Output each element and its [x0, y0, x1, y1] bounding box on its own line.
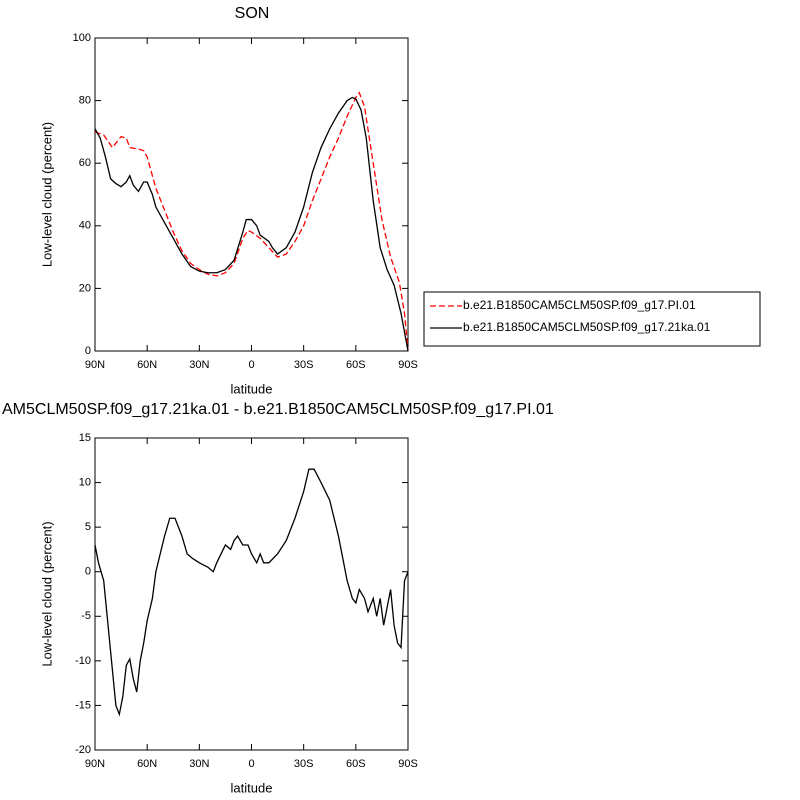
data-line — [94, 96, 409, 352]
y-axis-label: Low-level cloud (percent) — [39, 122, 54, 267]
x-tick-label: 90S — [398, 359, 418, 371]
x-tick-label: 90S — [398, 758, 418, 770]
y-tick-label: 20 — [79, 282, 91, 294]
legend-label: b.e21.B1850CAM5CLM50SP.f09_g17.PI.01 — [463, 298, 696, 312]
y-tick-label: -5 — [81, 610, 91, 622]
chart-title: SON — [235, 5, 270, 22]
x-tick-label: 60S — [346, 359, 366, 371]
x-tick-label: 60N — [137, 359, 157, 371]
y-tick-label: 0 — [85, 345, 91, 357]
x-tick-label: 0 — [248, 359, 254, 371]
x-tick-label: 90N — [85, 758, 105, 770]
y-tick-label: 10 — [79, 476, 91, 488]
x-tick-label: 30S — [294, 359, 314, 371]
x-tick-label: 30N — [189, 359, 209, 371]
y-tick-label: -10 — [75, 655, 91, 667]
plot-frame — [94, 437, 409, 751]
y-tick-label: 0 — [85, 566, 91, 578]
x-tick-label: 0 — [248, 758, 254, 770]
x-tick-label: 60N — [137, 758, 157, 770]
y-tick-label: 40 — [79, 220, 91, 232]
data-line — [94, 91, 409, 352]
y-tick-label: 80 — [79, 95, 91, 107]
y-tick-label: 15 — [79, 432, 91, 444]
chart-title: AM5CLM50SP.f09_g17.21ka.01 - b.e21.B1850… — [2, 401, 554, 418]
x-tick-label: 60S — [346, 758, 366, 770]
x-tick-label: 90N — [85, 359, 105, 371]
data-line — [94, 468, 409, 717]
y-tick-label: -20 — [75, 744, 91, 756]
y-tick-label: 5 — [85, 521, 91, 533]
x-axis-label: latitude — [231, 780, 273, 795]
x-tick-label: 30N — [189, 758, 209, 770]
y-axis-label: Low-level cloud (percent) — [39, 521, 54, 666]
y-tick-label: -15 — [75, 699, 91, 711]
y-tick-label: 60 — [79, 157, 91, 169]
legend-label: b.e21.B1850CAM5CLM50SP.f09_g17.21ka.01 — [463, 320, 711, 334]
x-axis-label: latitude — [231, 381, 273, 396]
plot-frame — [94, 37, 409, 352]
legend-box — [423, 291, 761, 347]
x-tick-label: 30S — [294, 758, 314, 770]
y-tick-label: 100 — [73, 32, 91, 44]
